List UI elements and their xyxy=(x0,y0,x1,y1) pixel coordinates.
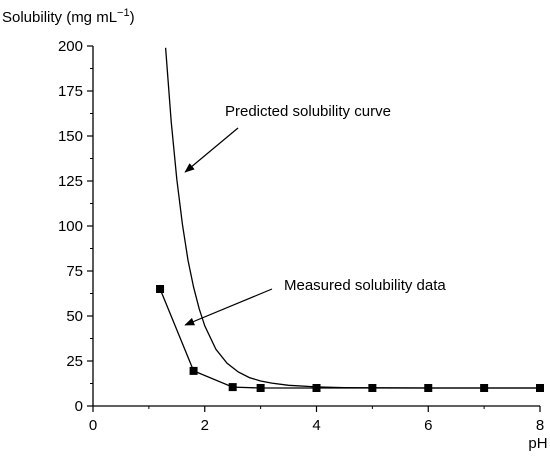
annotation-measured-label: Measured solubility data xyxy=(284,277,446,294)
measured-solubility-line xyxy=(159,288,540,389)
x-tick-label: 0 xyxy=(89,417,97,434)
annotation-predicted-label: Predicted solubility curve xyxy=(225,103,391,120)
ticks: 0 25 50 75 100 125 150 175 200 0 2 4 6 8 xyxy=(58,38,544,434)
x-tick-label: 2 xyxy=(201,417,209,434)
measured-data-point xyxy=(536,384,544,392)
y-tick-label: 100 xyxy=(58,218,83,235)
measured-data-point xyxy=(368,384,377,392)
y-tick-label: 0 xyxy=(75,398,83,415)
measured-data-point xyxy=(424,384,433,392)
y-tick-label: 125 xyxy=(58,173,83,190)
measured-data-point xyxy=(228,383,237,392)
y-tick-label: 75 xyxy=(66,263,83,280)
annotation-predicted-arrow xyxy=(184,127,239,173)
axes xyxy=(92,46,540,407)
y-tick-label: 25 xyxy=(66,353,83,370)
y-tick-label: 200 xyxy=(58,38,83,55)
measured-data-point xyxy=(312,384,321,392)
annotation-measured-arrow xyxy=(184,288,273,326)
measured-data-point xyxy=(256,384,265,392)
measured-data-point xyxy=(480,384,489,392)
predicted-solubility-curve xyxy=(164,47,540,389)
x-tick-label: 8 xyxy=(536,417,544,434)
x-axis-label: pH xyxy=(528,435,547,452)
y-tick-label: 150 xyxy=(58,128,83,145)
measured-data-point xyxy=(189,366,198,375)
y-axis-label-superscript: −1 xyxy=(117,7,130,19)
measured-data-point xyxy=(156,285,165,293)
y-tick-label: 50 xyxy=(66,308,83,325)
annotations xyxy=(184,127,273,326)
x-tick-label: 6 xyxy=(424,417,432,434)
y-axis-label: Solubility (mg mL−1) xyxy=(2,7,135,26)
y-tick-label: 175 xyxy=(58,83,83,100)
series-layer xyxy=(156,47,544,392)
x-tick-label: 4 xyxy=(312,417,320,434)
